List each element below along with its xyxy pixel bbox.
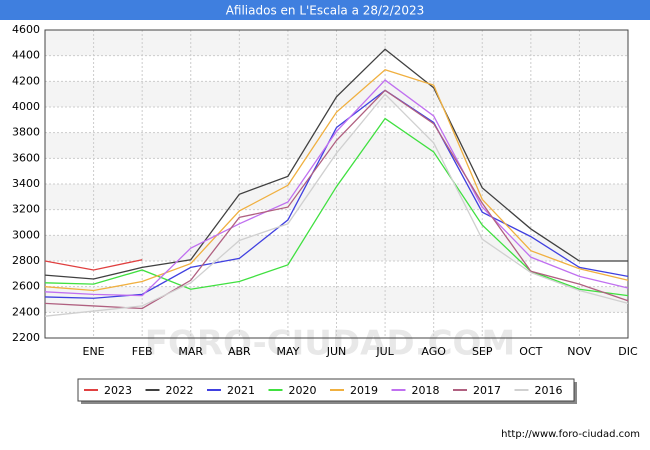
y-tick-label: 4200 bbox=[12, 74, 40, 87]
x-tick-label: NOV bbox=[567, 345, 592, 358]
x-tick-label: ABR bbox=[228, 345, 251, 358]
y-tick-label: 4600 bbox=[12, 23, 40, 36]
x-tick-label: DIC bbox=[618, 345, 638, 358]
x-tick-label: JUN bbox=[326, 345, 347, 358]
x-tick-label: MAR bbox=[178, 345, 203, 358]
y-tick-label: 2400 bbox=[12, 305, 40, 318]
y-tick-label: 4400 bbox=[12, 49, 40, 62]
legend-label: 2022 bbox=[166, 384, 194, 397]
y-tick-label: 3600 bbox=[12, 151, 40, 164]
y-tick-label: 3400 bbox=[12, 177, 40, 190]
title-bar bbox=[0, 0, 650, 20]
series-line bbox=[44, 93, 629, 317]
legend-label: 2021 bbox=[227, 384, 255, 397]
chart-title: Afiliados en L'Escala a 28/2/2023 bbox=[226, 4, 425, 18]
x-tick-label: SEP bbox=[472, 345, 493, 358]
legend-label: 2018 bbox=[412, 384, 440, 397]
watermark: FORO-CIUDAD.COM bbox=[145, 324, 516, 364]
legend-box bbox=[77, 378, 575, 402]
series-line bbox=[44, 89, 629, 299]
grid-band bbox=[45, 184, 628, 210]
x-tick-label: ENE bbox=[83, 345, 105, 358]
legend-label: 2023 bbox=[104, 384, 132, 397]
legend-label: 2019 bbox=[350, 384, 378, 397]
y-tick-label: 2200 bbox=[12, 331, 40, 344]
x-tick-label: MAY bbox=[276, 345, 299, 358]
series-line bbox=[44, 79, 629, 297]
y-tick-label: 4000 bbox=[12, 100, 40, 113]
y-tick-label: 3200 bbox=[12, 203, 40, 216]
x-tick-label: FEB bbox=[132, 345, 153, 358]
source: http://www.foro-ciudad.com bbox=[501, 429, 640, 440]
plot-frame bbox=[44, 29, 629, 339]
y-tick-label: 3800 bbox=[12, 126, 40, 139]
legend-label: 2020 bbox=[289, 384, 317, 397]
legend-label: 2016 bbox=[535, 384, 563, 397]
y-tick-label: 2600 bbox=[12, 280, 40, 293]
y-tick-label: 2800 bbox=[12, 254, 40, 267]
x-tick-label: OCT bbox=[519, 345, 542, 358]
series-line bbox=[44, 89, 629, 310]
series-line bbox=[44, 48, 628, 280]
series-line bbox=[44, 259, 143, 271]
x-tick-label: AGO bbox=[421, 345, 446, 358]
series-line bbox=[44, 69, 629, 292]
y-tick-label: 3000 bbox=[12, 228, 40, 241]
legend-label: 2017 bbox=[473, 384, 501, 397]
x-tick-label: JUL bbox=[375, 345, 394, 358]
